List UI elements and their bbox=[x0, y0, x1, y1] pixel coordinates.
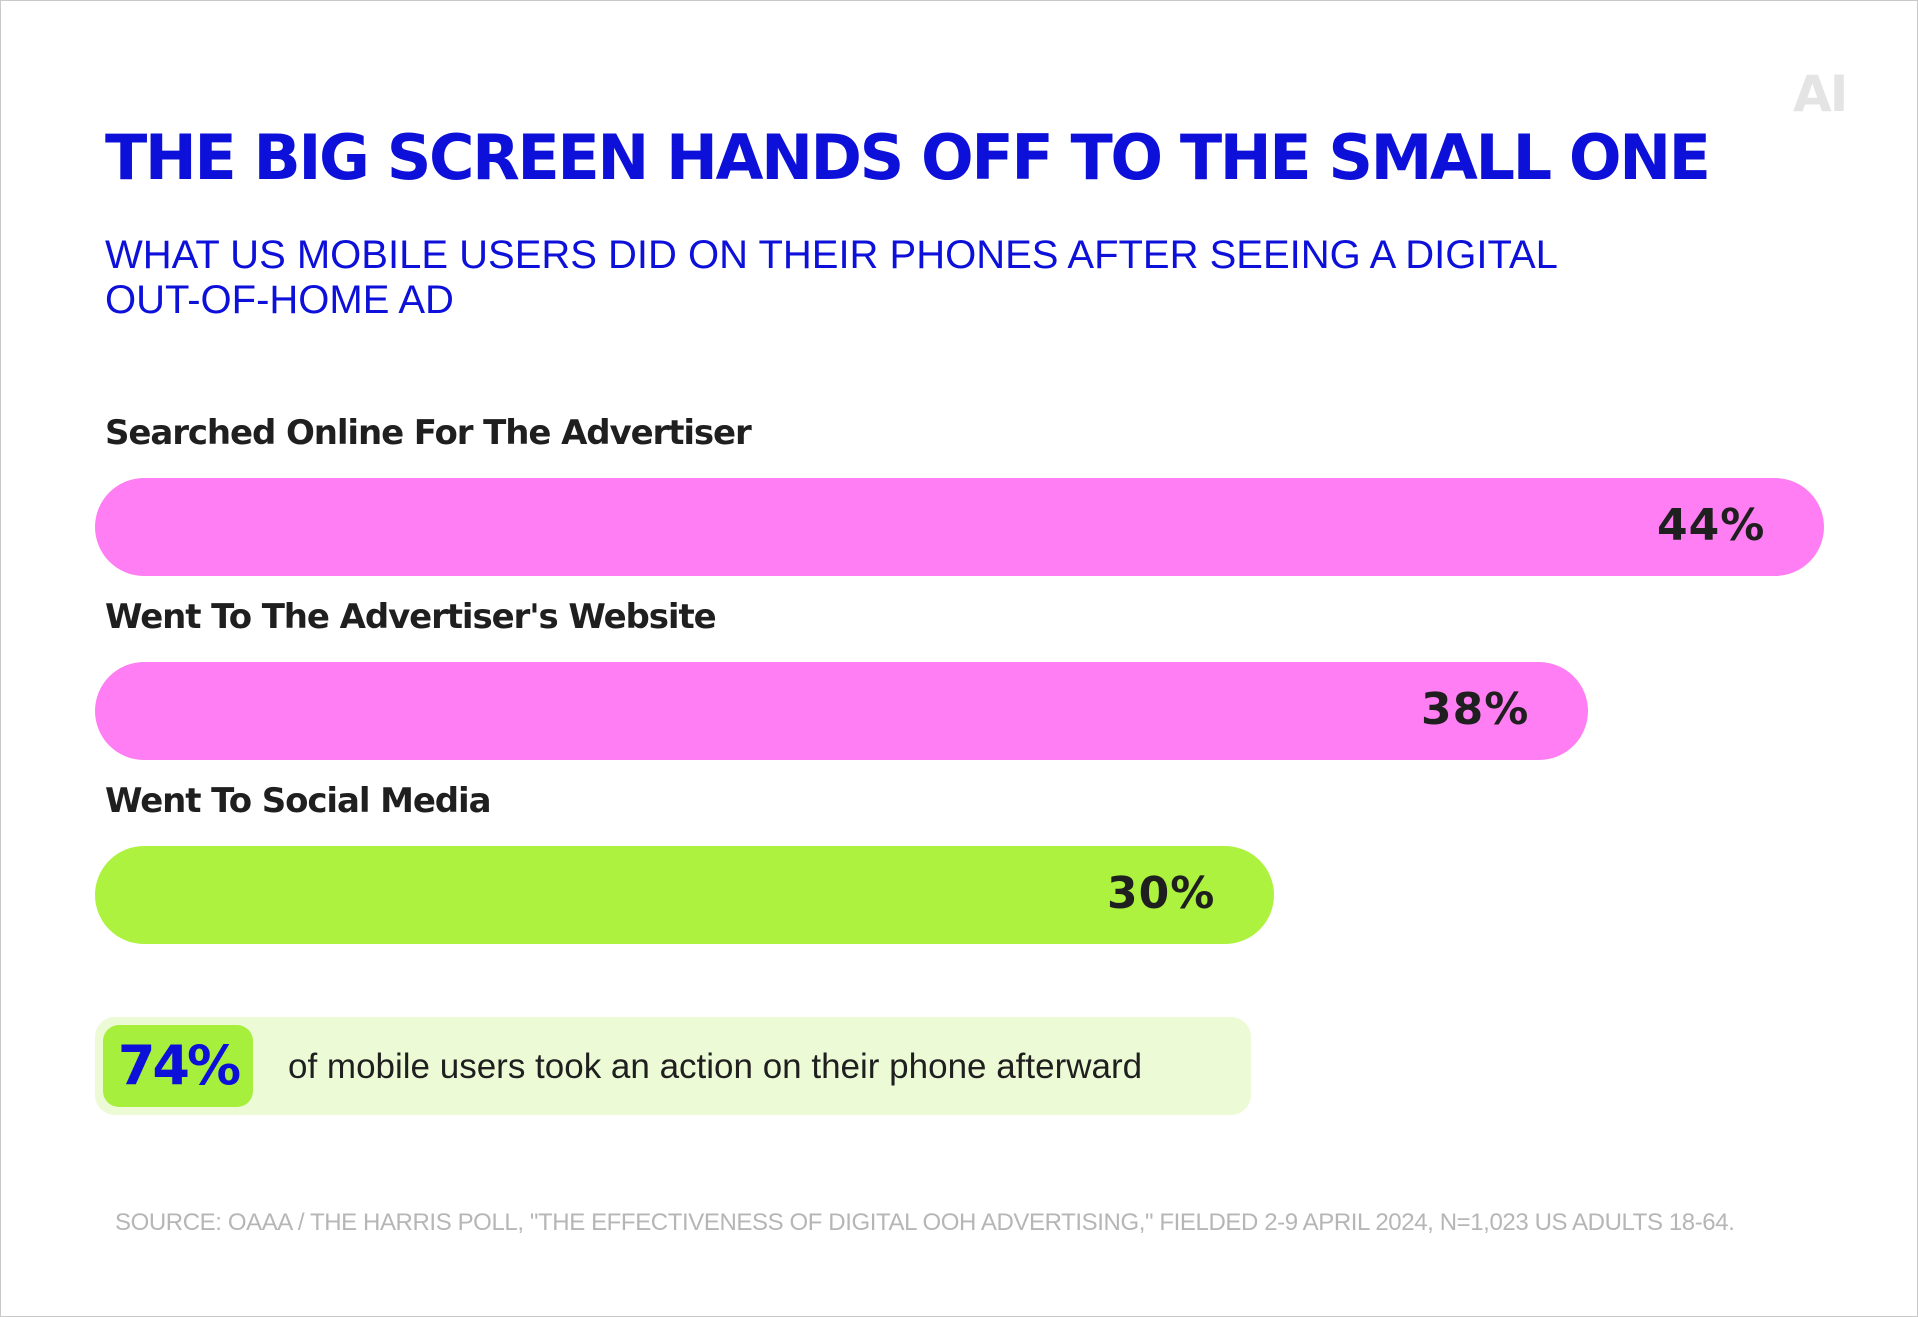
bar-label-went-to-social-media: Went To Social Media bbox=[105, 781, 492, 821]
brand-logo: AI bbox=[1793, 65, 1848, 123]
chart-title: THE BIG SCREEN HANDS OFF TO THE SMALL ON… bbox=[105, 121, 1711, 194]
bar-value-label: 38% bbox=[1421, 684, 1530, 735]
bar-went-to-the-advertiser-s-website: 38% bbox=[95, 662, 1588, 760]
callout-value-badge: 74% bbox=[103, 1025, 253, 1107]
chart-subtitle: WHAT US MOBILE USERS DID ON THEIR PHONES… bbox=[105, 233, 1557, 322]
bar-value-label: 30% bbox=[1107, 868, 1216, 919]
summary-callout: 74% of mobile users took an action on th… bbox=[95, 1017, 1251, 1115]
callout-text: of mobile users took an action on their … bbox=[288, 1047, 1143, 1086]
bar-went-to-social-media: 30% bbox=[95, 846, 1274, 944]
source-note: SOURCE: OAAA / THE HARRIS POLL, "THE EFF… bbox=[115, 1209, 1735, 1236]
bar-label-searched-online-for-the-advertiser: Searched Online For The Advertiser bbox=[105, 413, 752, 453]
bar-value-label: 44% bbox=[1657, 500, 1766, 551]
bar-label-went-to-the-advertiser-s-website: Went To The Advertiser's Website bbox=[105, 597, 717, 637]
bar-searched-online-for-the-advertiser: 44% bbox=[95, 478, 1824, 576]
